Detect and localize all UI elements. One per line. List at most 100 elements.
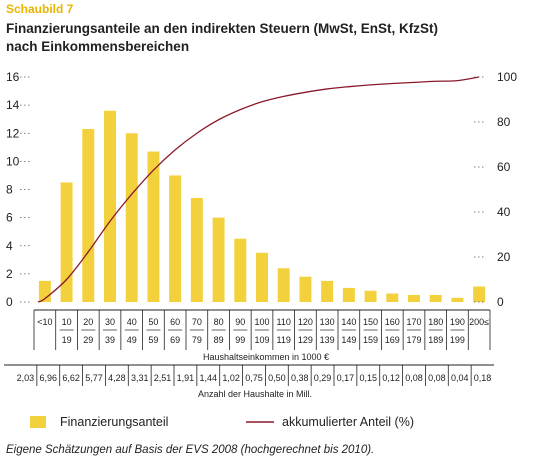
chart-canvas: 0 2 4 6 8 10 12 14 16 0 20 40 60 80 100 <10 10 19 20 29 30… bbox=[4, 70, 517, 429]
right-y-tick-label: 0 bbox=[497, 295, 504, 309]
x-tick-label: 39 bbox=[105, 335, 115, 345]
legend: Finanzierungsanteil akkumulierter Anteil… bbox=[30, 415, 414, 429]
x-tick-label: 99 bbox=[235, 335, 245, 345]
left-y-tick-label: 6 bbox=[6, 211, 13, 225]
bar bbox=[321, 280, 334, 302]
bar bbox=[277, 268, 290, 302]
bar bbox=[169, 175, 182, 302]
left-y-tick-label: 8 bbox=[6, 183, 13, 197]
figure-tag: Schaubild 7 bbox=[6, 2, 74, 16]
x-tick-label: 109 bbox=[254, 335, 269, 345]
households-value: 6,96 bbox=[40, 373, 58, 383]
households-value: 4,28 bbox=[108, 373, 126, 383]
x-tick-label: 170 bbox=[406, 317, 421, 327]
x-tick-label: 49 bbox=[127, 335, 137, 345]
x-tick-label: 169 bbox=[385, 335, 400, 345]
bar bbox=[147, 151, 160, 302]
left-y-axis: 0 2 4 6 8 10 12 14 16 bbox=[6, 70, 30, 309]
bar bbox=[408, 294, 420, 302]
x-axis: <10 10 19 20 29 30 39 40 49 50 59 60 69 70 79 80 89 90 99 1… bbox=[33, 309, 491, 350]
footnote: Eigene Schätzungen auf Basis der EVS 200… bbox=[6, 444, 375, 456]
bar bbox=[256, 252, 268, 302]
bar bbox=[104, 110, 116, 302]
x-tick-label: 140 bbox=[341, 317, 356, 327]
x-tick-label: 19 bbox=[62, 335, 72, 345]
left-y-tick-label: 2 bbox=[6, 267, 13, 281]
households-label: Anzahl der Haushalte in Mill. bbox=[198, 389, 312, 399]
x-tick-label: 10 bbox=[62, 317, 72, 327]
bar bbox=[234, 238, 247, 302]
x-tick-label: 159 bbox=[363, 335, 378, 345]
bar bbox=[60, 182, 73, 302]
bar bbox=[125, 133, 138, 302]
x-tick-label: 89 bbox=[214, 335, 224, 345]
legend-bar-swatch bbox=[30, 416, 46, 428]
households-value: 0,04 bbox=[451, 373, 469, 383]
x-tick-label: 149 bbox=[341, 335, 356, 345]
x-tick-label: 70 bbox=[192, 317, 202, 327]
households-value: 0,12 bbox=[382, 373, 400, 383]
x-tick-label: 130 bbox=[320, 317, 335, 327]
right-y-tick-label: 60 bbox=[497, 160, 511, 174]
x-tick-label: <10 bbox=[37, 317, 52, 327]
chart-title-line2: nach Einkommensbereichen bbox=[6, 39, 190, 54]
right-y-tick-label: 100 bbox=[497, 70, 517, 84]
households-value: 1,91 bbox=[177, 373, 195, 383]
households-value: 0,18 bbox=[474, 373, 492, 383]
x-tick-label: 120 bbox=[298, 317, 313, 327]
households-value: 1,02 bbox=[222, 373, 240, 383]
households-value: 2,51 bbox=[154, 373, 172, 383]
households-row: 2,03 6,96 6,62 5,77 4,28 3,31 2,51 1,91 1,44 1,02… bbox=[4, 364, 494, 386]
left-y-tick-label: 10 bbox=[6, 154, 20, 168]
households-value: 0,75 bbox=[245, 373, 263, 383]
x-tick-label: 100 bbox=[254, 317, 269, 327]
households-value: 0,08 bbox=[405, 373, 423, 383]
households-value: 0,29 bbox=[314, 373, 332, 383]
x-tick-label: 80 bbox=[214, 317, 224, 327]
x-tick-label: 79 bbox=[192, 335, 202, 345]
households-value: 0,08 bbox=[428, 373, 446, 383]
households-value: 6,62 bbox=[62, 373, 80, 383]
right-y-tick-label: 20 bbox=[497, 250, 511, 264]
x-axis-label: Haushaltseinkommen in 1000 € bbox=[203, 352, 329, 362]
legend-bar-label: Finanzierungsanteil bbox=[60, 415, 168, 429]
x-tick-label: 200≤ bbox=[469, 317, 489, 327]
x-tick-label: 160 bbox=[385, 317, 400, 327]
x-tick-label: 179 bbox=[406, 335, 421, 345]
bar bbox=[364, 290, 377, 302]
x-tick-label: 40 bbox=[127, 317, 137, 327]
chart-title: Finanzierungsanteile an den indirekten S… bbox=[6, 20, 438, 56]
x-tick-label: 139 bbox=[320, 335, 335, 345]
left-y-tick-label: 4 bbox=[6, 239, 13, 253]
legend-line-label: akkumulierter Anteil (%) bbox=[282, 415, 414, 429]
bar bbox=[429, 294, 442, 302]
x-tick-label: 90 bbox=[235, 317, 245, 327]
x-tick-label: 180 bbox=[428, 317, 443, 327]
left-y-tick-label: 16 bbox=[6, 70, 20, 84]
x-tick-label: 189 bbox=[428, 335, 443, 345]
households-value: 0,38 bbox=[291, 373, 309, 383]
bar-series bbox=[38, 110, 486, 302]
bar bbox=[451, 297, 464, 302]
x-tick-label: 60 bbox=[170, 317, 180, 327]
x-tick-label: 69 bbox=[170, 335, 180, 345]
households-value: 1,44 bbox=[200, 373, 218, 383]
cumulative-line bbox=[37, 76, 480, 303]
x-tick-label: 59 bbox=[148, 335, 158, 345]
x-tick-label: 30 bbox=[105, 317, 115, 327]
bar bbox=[299, 276, 312, 302]
bar bbox=[212, 217, 225, 302]
x-tick-label: 50 bbox=[148, 317, 158, 327]
x-tick-label: 119 bbox=[277, 335, 291, 345]
right-y-axis: 0 20 40 60 80 100 bbox=[474, 70, 517, 309]
bar bbox=[38, 280, 51, 302]
households-value: 5,77 bbox=[85, 373, 103, 383]
right-y-tick-label: 80 bbox=[497, 115, 511, 129]
bar bbox=[82, 129, 95, 302]
x-tick-label: 150 bbox=[363, 317, 378, 327]
households-value: 0,15 bbox=[360, 373, 378, 383]
left-y-tick-label: 0 bbox=[6, 295, 13, 309]
bar bbox=[473, 286, 486, 302]
x-tick-label: 29 bbox=[83, 335, 93, 345]
x-tick-label: 199 bbox=[450, 335, 465, 345]
